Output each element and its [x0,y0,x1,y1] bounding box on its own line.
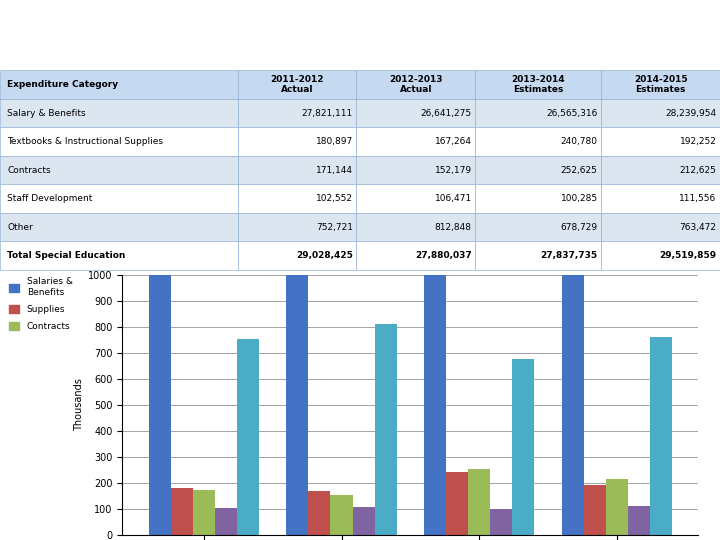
Text: 171,144: 171,144 [316,166,353,174]
Bar [468,469,490,535]
FancyBboxPatch shape [238,70,356,99]
Text: Learning Services: Student Services: Learning Services: Student Services [11,17,438,38]
FancyBboxPatch shape [0,184,238,213]
Text: 27,821,111: 27,821,111 [302,109,353,118]
Bar [171,488,193,535]
Bar [353,507,374,535]
Text: Detail: Detail [11,29,81,49]
Text: 2013-2014
Estimates: 2013-2014 Estimates [511,75,565,94]
Text: 192,252: 192,252 [680,137,716,146]
FancyBboxPatch shape [0,156,238,184]
Text: 29,519,859: 29,519,859 [660,251,716,260]
FancyBboxPatch shape [475,184,601,213]
Text: 152,179: 152,179 [434,166,472,174]
Text: 100,285: 100,285 [560,194,598,203]
FancyBboxPatch shape [238,184,356,213]
Bar [513,359,534,535]
Bar [650,337,672,535]
FancyBboxPatch shape [475,127,601,156]
Text: 2012-2013
Actual: 2012-2013 Actual [389,75,443,94]
Text: 252,625: 252,625 [561,166,598,174]
FancyBboxPatch shape [238,213,356,241]
FancyBboxPatch shape [0,99,238,127]
FancyBboxPatch shape [356,184,475,213]
Text: 212,625: 212,625 [680,166,716,174]
Text: 29,028,425: 29,028,425 [296,251,353,260]
FancyBboxPatch shape [601,156,720,184]
Bar [606,480,628,535]
Text: Contracts: Contracts [7,166,51,174]
Text: 27,837,735: 27,837,735 [541,251,598,260]
Text: Staff Development: Staff Development [7,194,93,203]
FancyBboxPatch shape [475,156,601,184]
FancyBboxPatch shape [475,99,601,127]
Text: 26,565,316: 26,565,316 [546,109,598,118]
Text: 180,897: 180,897 [315,137,353,146]
Text: 2011-2012
Actual: 2011-2012 Actual [270,75,324,94]
FancyBboxPatch shape [0,70,238,99]
FancyBboxPatch shape [601,213,720,241]
Text: Expenditure Category: Expenditure Category [7,80,118,89]
Text: 106,471: 106,471 [434,194,472,203]
FancyBboxPatch shape [475,70,601,99]
Bar [287,0,308,535]
FancyBboxPatch shape [356,127,475,156]
FancyBboxPatch shape [356,99,475,127]
FancyBboxPatch shape [601,70,720,99]
Text: 27,880,037: 27,880,037 [415,251,472,260]
Bar [237,340,258,535]
FancyBboxPatch shape [0,241,238,270]
Bar [215,508,237,535]
Bar [446,472,468,535]
Text: Other: Other [7,222,33,232]
Bar [628,505,650,535]
Text: 752,721: 752,721 [316,222,353,232]
Bar [308,491,330,535]
Text: 167,264: 167,264 [435,137,472,146]
Text: 812,848: 812,848 [435,222,472,232]
Text: 28,239,954: 28,239,954 [665,109,716,118]
FancyBboxPatch shape [238,241,356,270]
Text: 111,556: 111,556 [679,194,716,203]
Bar [490,509,513,535]
Legend: Salaries &
Benefits, Supplies, Contracts: Salaries & Benefits, Supplies, Contracts [6,275,76,334]
Bar [424,0,446,535]
Text: 678,729: 678,729 [560,222,598,232]
FancyBboxPatch shape [356,241,475,270]
FancyBboxPatch shape [356,213,475,241]
Bar [148,0,171,535]
FancyBboxPatch shape [356,70,475,99]
Bar [193,490,215,535]
FancyBboxPatch shape [475,241,601,270]
Y-axis label: Thousands: Thousands [74,379,84,431]
FancyBboxPatch shape [601,127,720,156]
FancyBboxPatch shape [601,99,720,127]
Text: 240,780: 240,780 [561,137,598,146]
Text: 102,552: 102,552 [316,194,353,203]
Text: 26,641,275: 26,641,275 [420,109,472,118]
Text: 763,472: 763,472 [680,222,716,232]
FancyBboxPatch shape [238,99,356,127]
Text: Salary & Benefits: Salary & Benefits [7,109,86,118]
FancyBboxPatch shape [0,213,238,241]
FancyBboxPatch shape [0,127,238,156]
FancyBboxPatch shape [601,184,720,213]
FancyBboxPatch shape [475,213,601,241]
FancyBboxPatch shape [238,127,356,156]
Text: Textbooks & Instructional Supplies: Textbooks & Instructional Supplies [7,137,163,146]
Text: Total Special Education: Total Special Education [7,251,125,260]
Text: 2014-2015
Estimates: 2014-2015 Estimates [634,75,688,94]
FancyBboxPatch shape [601,241,720,270]
FancyBboxPatch shape [356,156,475,184]
Bar [330,495,353,535]
Bar [584,485,606,535]
Bar [562,0,584,535]
Bar [374,324,397,535]
FancyBboxPatch shape [238,156,356,184]
